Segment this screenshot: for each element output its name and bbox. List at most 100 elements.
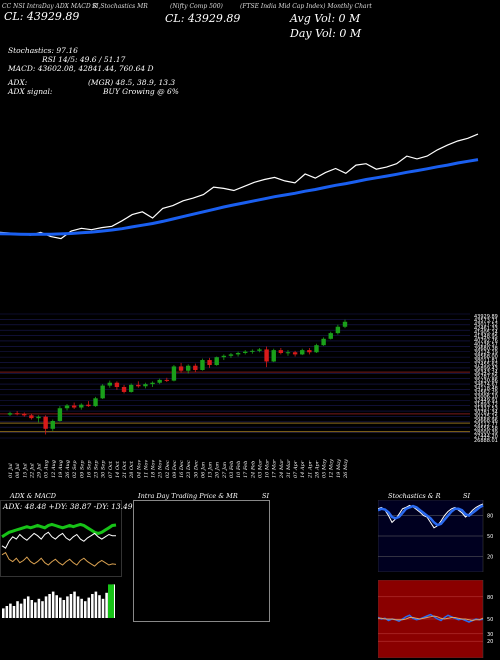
price-axis-label: 33006.10 xyxy=(474,394,498,400)
macd-bar xyxy=(37,598,41,618)
date-label: 04 Nov xyxy=(136,460,142,478)
price-axis-label: 41905.14 xyxy=(474,330,498,336)
price-axis-label: 27444.20 xyxy=(474,434,498,440)
macd-bar xyxy=(26,596,30,618)
macd-bar xyxy=(23,598,26,618)
candle-body xyxy=(185,365,191,371)
date-label: 16 Dec xyxy=(179,460,185,478)
candle-body xyxy=(278,350,284,353)
candle-body xyxy=(86,404,91,407)
date-label: 22 Jul xyxy=(29,463,35,479)
candle-body xyxy=(264,349,269,362)
candle-body xyxy=(14,413,20,415)
macd-bar xyxy=(9,603,12,618)
close-price-mid: CL: 43929.89 xyxy=(165,12,241,25)
price-axis-label: 31337.53 xyxy=(474,406,498,412)
rsi-level-label: 20 xyxy=(487,639,493,645)
macd-bar xyxy=(62,600,66,618)
date-label: 15 Jul xyxy=(22,463,28,478)
candle-body xyxy=(93,398,98,407)
macd-bar xyxy=(48,594,51,618)
price-axis-label: 28000.39 xyxy=(474,430,498,436)
stoch-d-line xyxy=(378,504,484,527)
macd-bar-latest xyxy=(108,584,114,618)
date-label: 28 Apr xyxy=(314,460,320,479)
plus-di-line xyxy=(1,531,117,549)
candle-body xyxy=(36,416,41,419)
price-axis-label: 39124.19 xyxy=(474,350,498,356)
stoch-panel-si: SI xyxy=(463,492,471,500)
date-label: 24 Mar xyxy=(279,459,285,479)
price-axis-label: 32449.91 xyxy=(474,398,498,404)
date-label: 10 Mar xyxy=(265,459,271,478)
date-label: 07 Oct xyxy=(108,460,114,478)
price-axis-label: 31893.72 xyxy=(474,402,498,408)
header-title-4: (FTSE India Mid Cap Index) Monthly Chart xyxy=(240,3,372,10)
intraday-panel xyxy=(133,500,270,622)
candle-body xyxy=(321,338,326,346)
date-label: 06 Jan xyxy=(200,462,206,478)
candle-body xyxy=(257,349,262,351)
date-label: 05 May xyxy=(322,459,328,478)
macd-bar xyxy=(80,598,83,618)
date-label: 03 Feb xyxy=(229,461,235,478)
price-axis-label: 29668.96 xyxy=(474,418,498,424)
candle-body xyxy=(207,360,212,366)
macd-bar xyxy=(51,591,55,618)
macd-bar xyxy=(2,608,5,618)
candle-body xyxy=(157,379,162,383)
candle-body xyxy=(250,350,255,352)
rsi-level-label: 30 xyxy=(487,632,493,638)
price-axis-label: 29112.77 xyxy=(474,422,498,428)
candle-body xyxy=(143,384,148,387)
rsi-signal-line xyxy=(378,615,484,622)
stoch-level-label: 20 xyxy=(487,554,493,560)
candle-body xyxy=(57,408,63,421)
macd-bar xyxy=(66,596,69,618)
price-axis-label: 43017.52 xyxy=(474,322,498,328)
candle-body xyxy=(43,416,48,429)
price-axis-label: 40236.57 xyxy=(474,342,498,348)
candle-body xyxy=(342,321,348,327)
candle-body xyxy=(328,333,333,339)
price-axis-label: 43573.71 xyxy=(474,318,498,324)
price-axis-label: 34118.48 xyxy=(474,386,498,392)
price-axis-label: 36343.24 xyxy=(474,370,498,376)
candle-body xyxy=(136,384,141,387)
date-label: 19 May xyxy=(336,459,342,478)
adx-line xyxy=(1,522,117,539)
candle-body xyxy=(71,405,77,408)
macd-readout: MACD: 43602.08, 42841.44, 760.64 D xyxy=(8,64,154,73)
candle-body xyxy=(193,365,198,370)
candle-body xyxy=(114,382,120,387)
macd-bar xyxy=(94,591,98,618)
date-label: 17 Feb xyxy=(243,461,249,478)
date-label: 09 Dec xyxy=(172,460,178,478)
stoch-level-label: 50 xyxy=(487,534,493,540)
candle-body xyxy=(200,360,205,370)
macd-bar xyxy=(34,602,37,618)
price-axis-label: 38011.81 xyxy=(474,358,498,364)
ma-line xyxy=(0,158,479,236)
macd-bar xyxy=(105,592,108,618)
date-label: 14 Oct xyxy=(115,460,121,478)
price-axis-label: 30781.34 xyxy=(474,410,498,416)
stochastics-chart: 80 50 20 xyxy=(378,500,493,572)
candle-body xyxy=(79,404,84,408)
close-price-left: CL: 43929.89 xyxy=(4,10,80,23)
date-label: 12 May xyxy=(329,459,335,478)
macd-bar xyxy=(59,597,62,618)
date-label: 12 Aug xyxy=(51,460,57,478)
candle-body xyxy=(7,413,13,415)
date-label: 14 Apr xyxy=(300,460,306,478)
date-label: 09 Sep xyxy=(79,460,85,478)
candle-body xyxy=(292,352,298,355)
price-axis-label: 40792.76 xyxy=(474,338,498,344)
candle-body xyxy=(235,352,241,355)
macd-bar xyxy=(98,595,101,618)
date-label: 17 Mar xyxy=(272,459,278,478)
date-label: 05 Aug xyxy=(44,460,50,478)
price-line xyxy=(0,133,479,240)
date-label: 19 Aug xyxy=(58,460,64,478)
